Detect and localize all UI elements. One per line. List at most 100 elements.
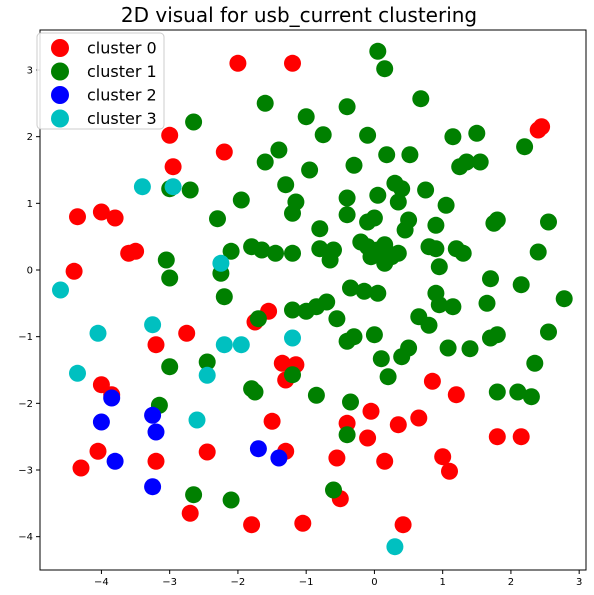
point-cluster-3-7: [232, 336, 250, 354]
point-cluster-1-9: [444, 128, 462, 146]
point-cluster-1-72: [355, 282, 373, 300]
point-cluster-0-31: [389, 416, 407, 434]
point-cluster-1-59: [427, 240, 445, 258]
point-cluster-0-14: [147, 336, 165, 354]
point-cluster-1-42: [209, 210, 226, 228]
point-cluster-1-70: [215, 288, 233, 306]
point-cluster-1-63: [362, 248, 380, 266]
point-cluster-1-8: [359, 126, 377, 144]
point-cluster-1-109: [522, 388, 540, 406]
point-cluster-1-26: [417, 181, 435, 199]
point-cluster-1-6: [185, 113, 203, 131]
point-cluster-1-100: [198, 353, 216, 371]
point-cluster-1-88: [249, 310, 267, 328]
point-cluster-3-1: [164, 178, 182, 196]
point-cluster-1-81: [284, 301, 301, 319]
point-cluster-1-12: [270, 141, 288, 159]
point-cluster-1-10: [468, 124, 486, 142]
point-cluster-1-106: [246, 383, 264, 401]
point-cluster-1-91: [365, 326, 383, 344]
point-cluster-1-96: [439, 339, 457, 357]
point-cluster-0-33: [328, 449, 346, 467]
legend-marker-3: [51, 109, 69, 128]
point-cluster-2-3: [147, 423, 165, 441]
point-cluster-3-8: [284, 329, 301, 347]
point-cluster-0-23: [72, 459, 90, 477]
point-cluster-1-103: [284, 366, 301, 384]
legend-label-2: cluster 2: [87, 86, 157, 105]
point-cluster-0-40: [512, 428, 530, 446]
x-tick-label-5: 1: [439, 577, 445, 588]
chart-title: 2D visual for usb_current clustering: [121, 3, 477, 27]
point-cluster-1-7: [314, 126, 332, 144]
point-cluster-1-16: [301, 161, 319, 179]
point-cluster-1-115: [185, 486, 203, 504]
legend-marker-2: [51, 86, 69, 104]
point-cluster-0-36: [447, 386, 465, 404]
point-cluster-0-30: [359, 429, 377, 447]
point-cluster-1-40: [488, 211, 506, 229]
point-cluster-1-79: [478, 294, 496, 312]
point-cluster-2-1: [92, 413, 110, 431]
point-cluster-1-14: [378, 146, 396, 164]
point-cluster-1-49: [284, 244, 301, 262]
point-cluster-1-75: [482, 270, 499, 288]
x-tick-label-7: 3: [576, 577, 582, 588]
series-cluster-2: [92, 389, 288, 496]
legend-label-1: cluster 1: [87, 62, 157, 81]
point-cluster-1-25: [393, 180, 411, 198]
point-cluster-1-27: [232, 191, 250, 209]
point-cluster-1-34: [338, 206, 356, 224]
x-tick-label-3: −1: [299, 577, 314, 588]
point-cluster-3-5: [144, 316, 162, 334]
point-cluster-1-114: [325, 481, 342, 499]
legend: cluster 0 cluster 1 cluster 2 cluster 3: [36, 32, 165, 130]
point-cluster-1-15: [401, 146, 419, 164]
point-cluster-1-84: [318, 293, 336, 311]
point-cluster-0-43: [243, 516, 261, 534]
point-cluster-0-45: [394, 516, 412, 534]
point-cluster-3-0: [133, 178, 151, 196]
point-cluster-3-9: [69, 364, 86, 382]
y-tick-label-7: 3: [27, 66, 33, 77]
point-cluster-1-65: [222, 242, 240, 260]
point-cluster-1-36: [365, 209, 383, 227]
point-cluster-1-107: [488, 383, 506, 401]
legend-marker-1: [51, 62, 69, 81]
legend-label-3: cluster 3: [87, 109, 157, 128]
point-cluster-1-113: [338, 426, 356, 444]
point-cluster-3-3: [52, 281, 69, 299]
point-cluster-1-21: [277, 176, 295, 194]
y-tick-label-6: 2: [27, 132, 33, 143]
point-cluster-0-39: [488, 428, 506, 446]
point-cluster-1-28: [338, 189, 356, 207]
point-cluster-1-43: [311, 220, 329, 238]
point-cluster-0-17: [273, 354, 291, 372]
point-cluster-0-25: [198, 443, 216, 461]
point-cluster-0-11: [127, 242, 145, 260]
y-tick-label-0: −4: [18, 532, 33, 543]
y-tick-label-1: −3: [18, 466, 33, 477]
point-cluster-1-61: [454, 244, 472, 262]
point-cluster-1-93: [488, 326, 506, 344]
series-cluster-3: [52, 178, 404, 556]
point-cluster-1-94: [540, 323, 557, 341]
point-cluster-0-4: [161, 126, 179, 144]
point-cluster-1-104: [379, 368, 397, 386]
point-cluster-3-4: [89, 324, 107, 342]
point-cluster-1-69: [430, 258, 448, 276]
point-cluster-1-80: [555, 290, 573, 308]
point-cluster-0-44: [294, 514, 312, 532]
point-cluster-0-29: [362, 402, 380, 420]
point-cluster-0-35: [423, 372, 441, 390]
point-cluster-1-38: [427, 216, 445, 234]
points-layer: [52, 42, 573, 556]
point-cluster-1-50: [311, 240, 329, 258]
point-cluster-1-5: [297, 108, 315, 126]
point-cluster-0-12: [65, 262, 83, 280]
y-tick-label-5: 1: [27, 199, 33, 210]
point-cluster-1-20: [345, 156, 363, 174]
point-cluster-1-2: [412, 90, 430, 108]
point-cluster-1-29: [369, 186, 387, 204]
